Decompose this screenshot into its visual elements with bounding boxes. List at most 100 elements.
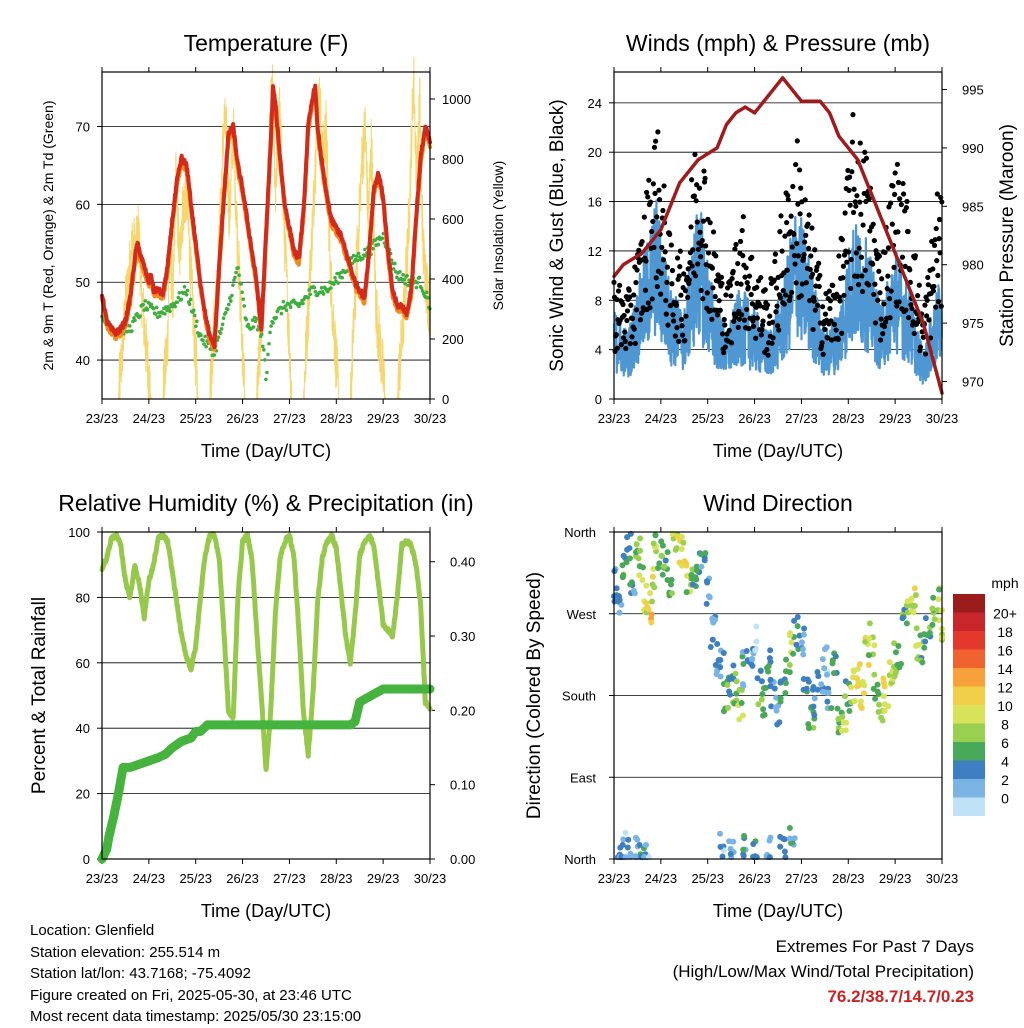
direction-point: [899, 615, 906, 622]
gust-point: [790, 183, 796, 190]
gust-point: [765, 352, 771, 358]
gust-point: [685, 266, 691, 272]
gust-point: [853, 203, 859, 209]
direction-point: [913, 625, 920, 632]
timestamp-text: Most recent data timestamp: 2025/05/30 2…: [30, 1008, 362, 1025]
gust-point: [837, 298, 843, 304]
direction-point: [794, 614, 801, 621]
gust-point: [845, 249, 852, 255]
gust-point: [809, 271, 816, 277]
gust-point: [831, 321, 838, 327]
dewpoint-point: [241, 297, 246, 302]
dewpoint-point: [203, 334, 207, 339]
direction-point: [706, 594, 713, 601]
gust-point: [841, 252, 848, 258]
gust-point: [714, 312, 721, 318]
direction-point: [930, 594, 937, 601]
direction-point: [851, 698, 858, 705]
direction-point: [908, 595, 915, 602]
gust-point: [674, 255, 681, 261]
dewpoint-point: [250, 318, 255, 322]
gust-point: [695, 246, 701, 252]
panel2-xtick-label: 27/23: [785, 411, 818, 426]
direction-point: [726, 675, 733, 682]
direction-point: [703, 600, 710, 607]
gust-point: [721, 350, 727, 356]
gust-point: [632, 340, 638, 347]
gust-point: [732, 246, 738, 252]
panel2-ytick-label: 16: [588, 195, 602, 210]
direction-point: [828, 705, 835, 712]
gust-point: [835, 336, 841, 342]
gust-point: [890, 183, 896, 189]
dewpoint-point: [267, 341, 271, 346]
gust-point: [840, 275, 846, 281]
dewpoint-point: [308, 292, 313, 297]
gust-point: [787, 294, 793, 300]
gust-point: [886, 296, 893, 302]
direction-point: [871, 642, 878, 649]
direction-point: [649, 573, 656, 580]
direction-point: [875, 691, 882, 698]
gust-point: [789, 244, 795, 250]
direction-point: [763, 665, 770, 672]
dewpoint-point: [269, 324, 273, 328]
gust-point: [681, 271, 687, 277]
gust-point: [872, 320, 879, 326]
dewpoint-point: [133, 318, 137, 323]
gust-point: [749, 254, 755, 260]
direction-point: [727, 850, 734, 857]
gust-point: [664, 279, 670, 286]
direction-point: [680, 539, 687, 546]
direction-point: [667, 581, 674, 588]
direction-point: [857, 698, 864, 705]
speed-legend-swatch: [953, 631, 985, 650]
gust-point: [828, 318, 834, 324]
gust-point: [696, 185, 703, 191]
gust-point: [922, 351, 929, 357]
gust-point: [759, 327, 765, 333]
direction-point: [717, 673, 724, 680]
direction-point: [771, 685, 778, 692]
panel2-y2tick-label: 995: [962, 83, 984, 98]
panel4-ytick-label: West: [567, 607, 597, 622]
gust-point: [663, 311, 669, 317]
speed-legend-swatch: [953, 742, 985, 761]
direction-point: [636, 572, 643, 579]
gust-point: [769, 340, 775, 346]
gust-point: [689, 263, 695, 269]
gust-point: [798, 185, 804, 191]
direction-point: [661, 563, 668, 570]
dewpoint-point: [351, 253, 356, 258]
direction-point: [800, 675, 807, 682]
gust-point: [915, 293, 921, 299]
gust-point: [924, 297, 930, 303]
direction-point: [803, 685, 810, 692]
gust-point: [934, 191, 940, 197]
gust-point: [699, 237, 705, 244]
gust-point: [854, 193, 860, 199]
speed-legend-swatch: [953, 649, 985, 668]
gust-point: [820, 304, 826, 310]
panel2-ylabel: Sonic Wind & Gust (Blue, Black): [547, 99, 568, 371]
gust-point: [917, 344, 924, 350]
gust-point: [788, 213, 794, 219]
panel2-y2tick-label: 975: [962, 316, 984, 331]
direction-point: [872, 695, 879, 702]
gust-point: [850, 209, 857, 216]
direction-point: [651, 584, 658, 591]
gust-point: [836, 294, 843, 300]
panel3-ytick-label: 80: [76, 590, 90, 605]
dewpoint-point: [233, 275, 237, 280]
gust-point: [900, 180, 906, 187]
dewpoint-point: [425, 296, 430, 300]
dewpoint-point: [333, 276, 337, 280]
panel1-border: [101, 71, 431, 400]
latlon-text: Station lat/lon: 43.7168; -75.4092: [30, 965, 252, 982]
gust-point: [721, 316, 727, 323]
gust-point: [791, 231, 797, 237]
dewpoint-point: [179, 297, 184, 302]
panel1-y2label: Solar Insolation (Yellow): [490, 161, 506, 311]
dewpoint-point: [402, 277, 406, 282]
gust-point: [935, 299, 942, 305]
